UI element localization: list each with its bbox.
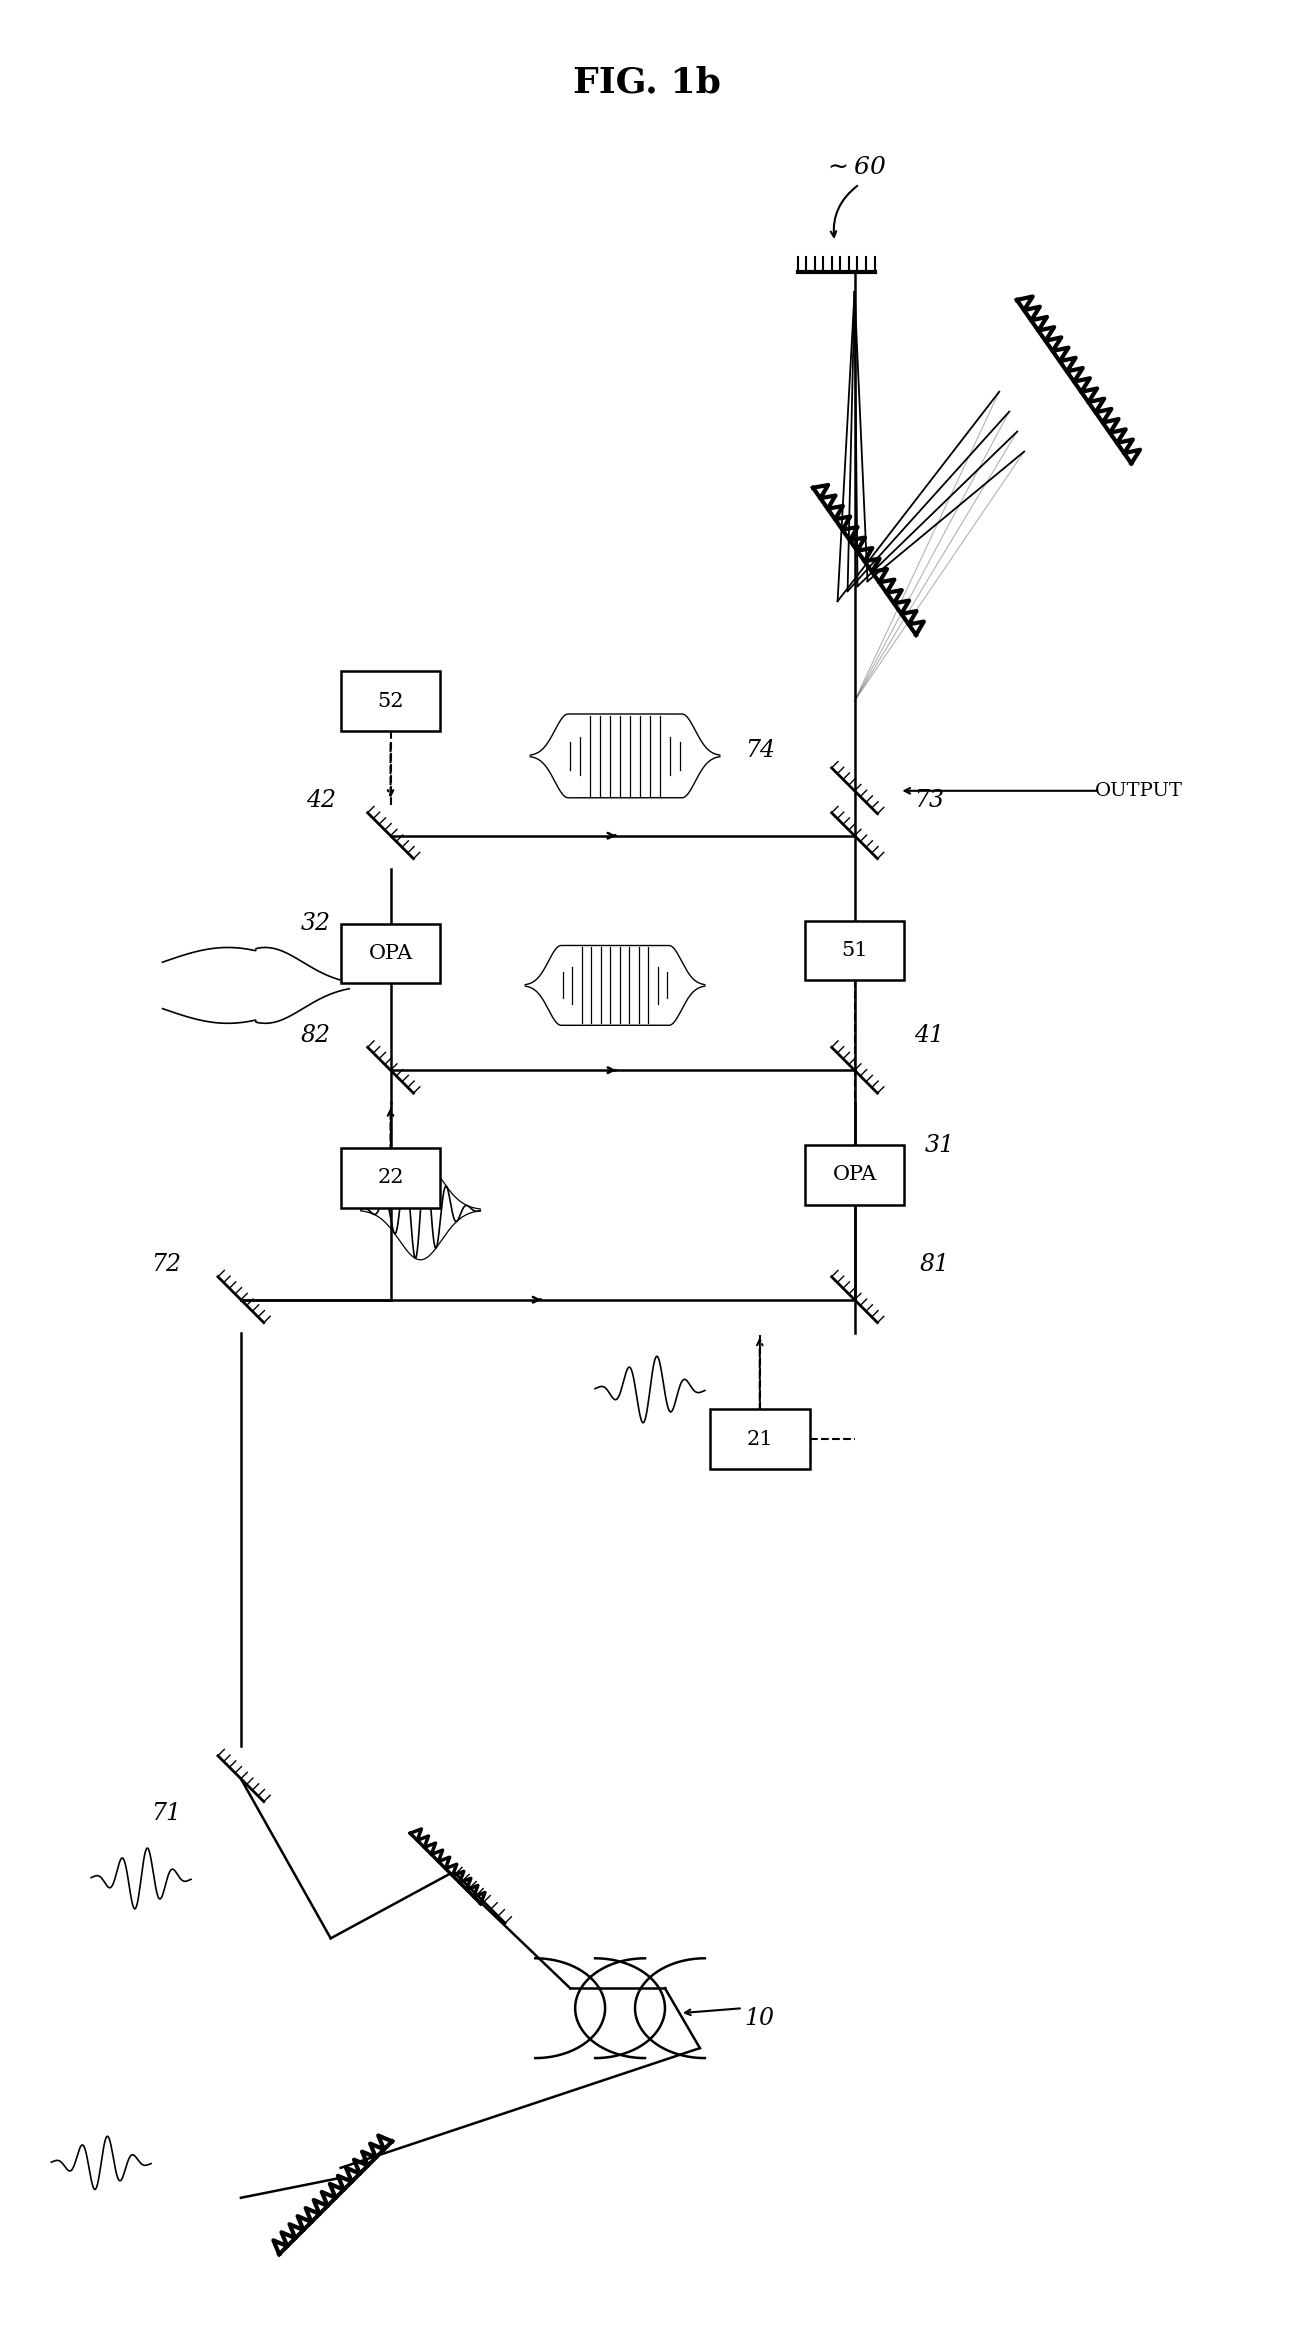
Text: 31: 31 bbox=[925, 1132, 954, 1156]
Text: $\sim$60: $\sim$60 bbox=[822, 156, 886, 180]
Text: 41: 41 bbox=[914, 1023, 944, 1046]
Text: 10: 10 bbox=[745, 2006, 774, 2029]
Bar bbox=[341, 1149, 440, 1207]
Bar bbox=[710, 1410, 809, 1469]
Text: OPA: OPA bbox=[833, 1165, 877, 1184]
Text: 73: 73 bbox=[914, 789, 944, 813]
Text: 51: 51 bbox=[842, 941, 868, 960]
Text: OPA: OPA bbox=[368, 943, 413, 962]
Text: OUTPUT: OUTPUT bbox=[1096, 782, 1182, 801]
Bar bbox=[341, 925, 440, 983]
Bar bbox=[341, 670, 440, 731]
Text: 52: 52 bbox=[377, 691, 404, 710]
Text: 81: 81 bbox=[919, 1254, 949, 1277]
Text: 82: 82 bbox=[300, 1023, 330, 1046]
Text: 74: 74 bbox=[745, 740, 774, 764]
Text: 22: 22 bbox=[377, 1168, 404, 1189]
Text: 71: 71 bbox=[152, 1803, 181, 1826]
Text: 42: 42 bbox=[306, 789, 335, 813]
Text: 32: 32 bbox=[300, 913, 330, 934]
Text: 21: 21 bbox=[746, 1429, 773, 1450]
Text: 72: 72 bbox=[152, 1254, 181, 1277]
Text: FIG. 1b: FIG. 1b bbox=[574, 65, 721, 100]
Bar bbox=[804, 1144, 904, 1205]
Bar bbox=[804, 920, 904, 981]
